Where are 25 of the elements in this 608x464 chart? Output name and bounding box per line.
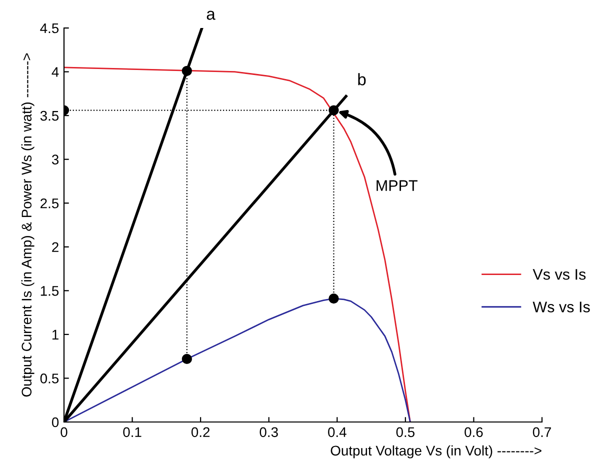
x-tick-label: 0.5	[396, 427, 414, 438]
y-tick-label: 0.5	[40, 374, 59, 384]
x-tick-label: 0.7	[532, 427, 551, 438]
y-tick-label: 2.5	[40, 198, 59, 208]
legend-label: Ws vs Is	[532, 302, 590, 312]
x-tick-label: 0.1	[123, 427, 142, 438]
x-tick-label: 0	[60, 427, 68, 438]
x-tick-label: 0.3	[260, 427, 278, 438]
annotation: MPPT	[376, 180, 418, 191]
y-tick-label: 1.5	[40, 286, 59, 296]
y-tick-label: 2	[52, 242, 58, 252]
y-axis-title: Output Current Is (in Amp) & Power Ws (in watt) -------->	[21, 53, 34, 397]
annotation: b	[358, 73, 366, 86]
annotation: a	[206, 10, 216, 20]
y-tick-label: 0	[52, 417, 59, 428]
y-tick-label: 4.5	[40, 23, 59, 34]
x-axis-title: Output Voltage Vs (in Volt) -------->	[330, 445, 542, 458]
y-tick-label: 4	[52, 67, 59, 77]
x-tick-label: 0.6	[464, 427, 483, 438]
x-tick-label: 0.4	[328, 427, 346, 438]
y-tick-label: 1	[52, 330, 58, 340]
y-tick-label: 3	[52, 154, 59, 165]
x-tick-label: 0.2	[191, 427, 210, 438]
legend-label: Vs vs Is	[532, 269, 586, 280]
y-tick-label: 3.5	[40, 110, 59, 121]
